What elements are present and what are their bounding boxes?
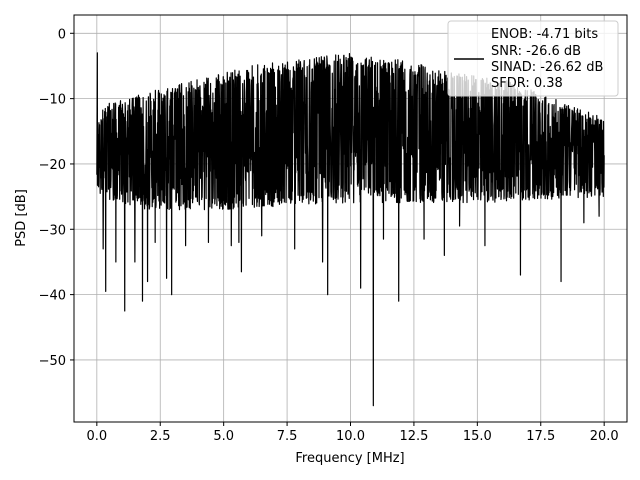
x-tick-label: 17.5 [526,429,555,444]
x-axis-ticks: 0.0 2.5 5.0 7.5 10.0 12.5 15.0 17.5 20.0 [86,422,619,444]
y-tick-label: −40 [39,289,66,304]
y-axis-ticks: 0 −10 −20 −30 −40 −50 [39,27,74,369]
y-axis-label: PSD [dB] [14,189,29,247]
legend-entry-sfdr: SFDR: 0.38 [491,76,563,91]
y-tick-label: 0 [58,27,66,42]
y-tick-label: −10 [39,93,66,108]
x-axis-label: Frequency [MHz] [295,451,404,466]
y-tick-label: −50 [39,354,66,369]
legend-entry-enob: ENOB: -4.71 bits [491,27,598,42]
x-tick-label: 5.0 [213,429,234,444]
x-tick-label: 2.5 [150,429,171,444]
x-tick-label: 0.0 [86,429,107,444]
legend-box [447,20,619,97]
x-tick-label: 20.0 [590,429,619,444]
x-tick-label: 10.0 [336,429,365,444]
y-tick-label: −30 [39,223,66,238]
x-tick-label: 12.5 [399,429,428,444]
x-tick-label: 15.0 [463,429,492,444]
y-tick-label: −20 [39,158,66,173]
x-tick-label: 7.5 [277,429,298,444]
legend-entry-snr: SNR: -26.6 dB [491,44,581,59]
legend: ENOB: -4.71 bits SNR: -26.6 dB SINAD: -2… [447,20,619,97]
legend-entry-sinad: SINAD: -26.62 dB [491,60,603,75]
